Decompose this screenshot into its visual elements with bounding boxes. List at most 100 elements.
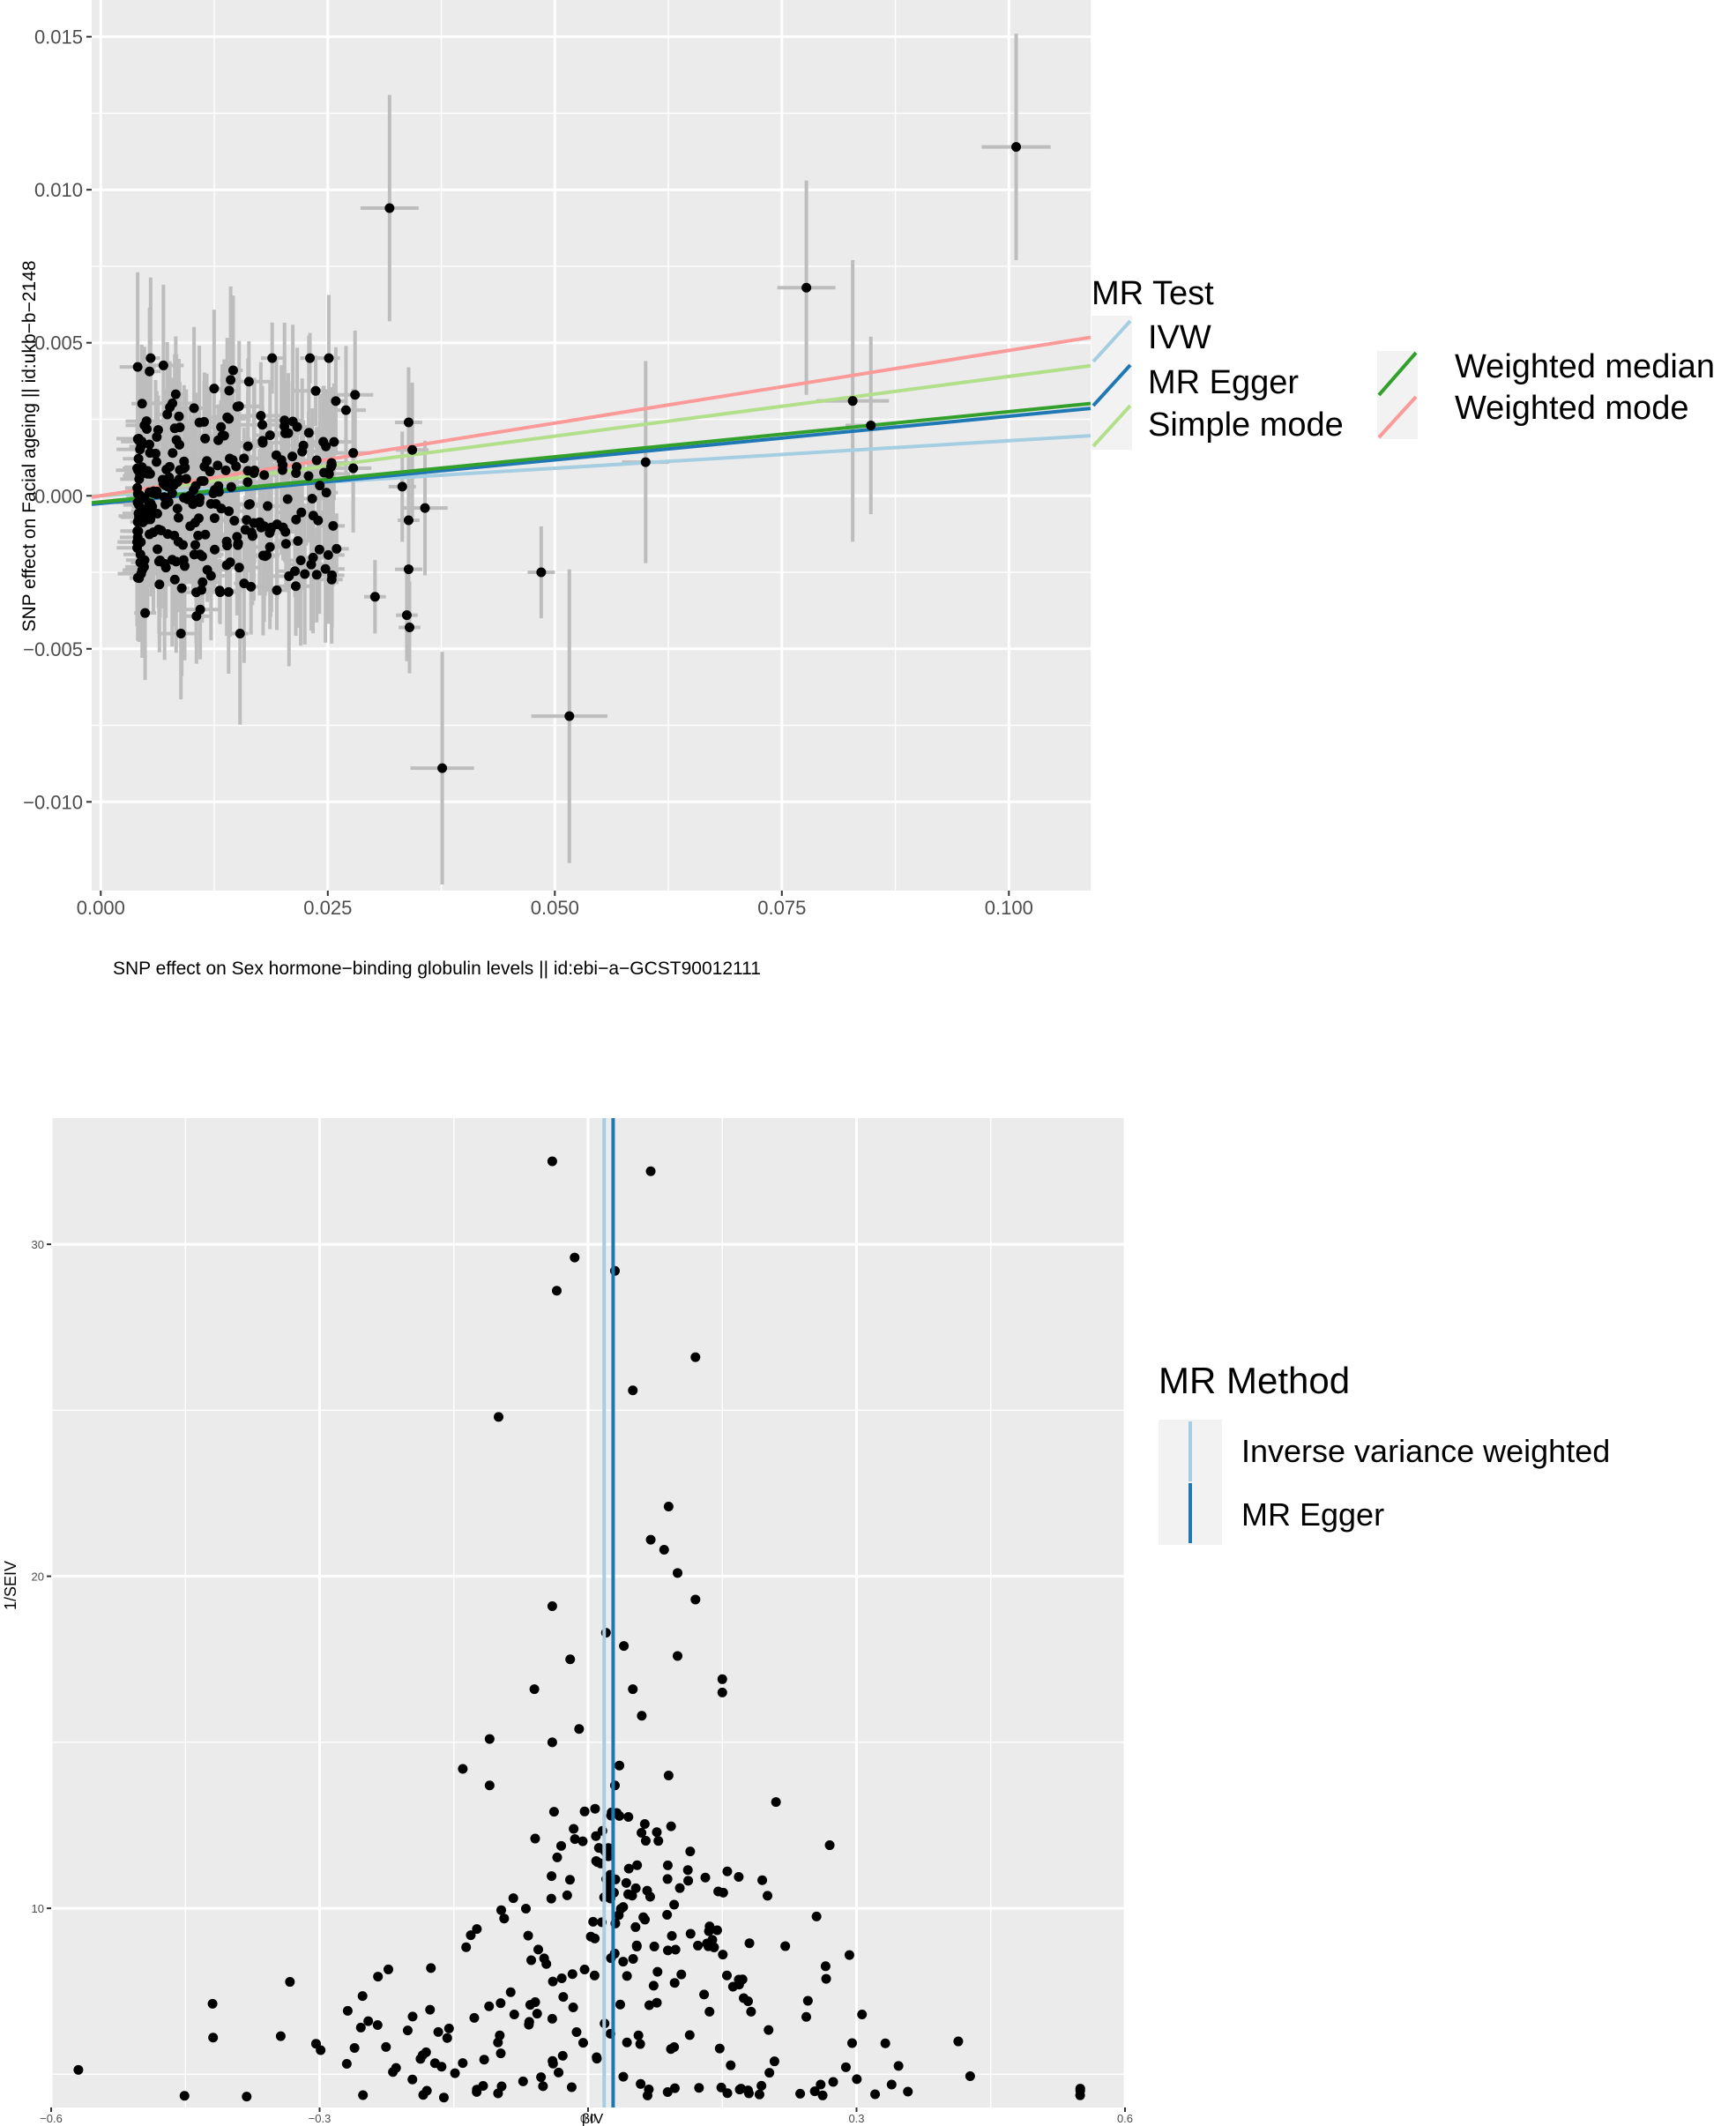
- data-point: [450, 2068, 460, 2078]
- data-point: [197, 577, 208, 587]
- data-point: [886, 2079, 897, 2090]
- data-point: [178, 463, 189, 474]
- data-point: [229, 515, 240, 526]
- data-point: [291, 462, 302, 473]
- data-point: [722, 1866, 733, 1876]
- data-point: [754, 2089, 764, 2100]
- data-point: [648, 1981, 659, 1991]
- data-point: [311, 455, 322, 466]
- data-point: [564, 1875, 575, 1885]
- data-point: [257, 420, 268, 430]
- data-point: [699, 1989, 710, 2000]
- data-point: [193, 513, 204, 524]
- x-tick-label: −0.3: [309, 2112, 332, 2125]
- x-tick-label: 0.050: [531, 897, 579, 919]
- data-point: [303, 471, 314, 481]
- data-point: [176, 583, 187, 593]
- data-point: [524, 2019, 534, 2030]
- data-point: [769, 2056, 779, 2067]
- data-point: [145, 353, 156, 363]
- data-point: [496, 2081, 507, 2092]
- data-points: [73, 1156, 1085, 2103]
- data-point: [190, 481, 201, 491]
- data-point: [746, 2006, 756, 2017]
- x-axis-label: βIV: [582, 2112, 604, 2126]
- data-point: [239, 453, 250, 464]
- data-point: [458, 1764, 468, 1774]
- data-point: [666, 1821, 676, 1831]
- data-point: [704, 1926, 714, 1936]
- data-point: [199, 461, 210, 472]
- data-point: [235, 628, 245, 638]
- data-point: [953, 2036, 964, 2047]
- data-point: [205, 571, 216, 581]
- data-point: [222, 412, 233, 422]
- data-points: [132, 142, 1022, 773]
- data-point: [682, 1865, 693, 1876]
- data-point: [242, 2092, 252, 2102]
- x-tick-label: 0.000: [77, 897, 125, 919]
- data-point: [315, 481, 325, 491]
- data-point: [526, 1955, 537, 1966]
- data-point: [174, 439, 184, 450]
- data-point: [306, 559, 317, 570]
- data-point: [844, 1950, 854, 1960]
- data-point: [329, 436, 339, 447]
- data-point: [614, 1910, 624, 1921]
- data-point: [426, 1963, 436, 1973]
- data-point: [579, 1806, 590, 1816]
- data-point: [637, 1827, 647, 1838]
- y-axis-label: SNP effect on Facial ageing || id:ukb−b−…: [19, 260, 40, 631]
- data-point: [323, 549, 333, 560]
- data-point: [341, 2059, 352, 2070]
- legend-label-egger: MR Egger: [1241, 1496, 1384, 1533]
- data-point: [242, 441, 253, 451]
- data-point: [164, 472, 175, 482]
- data-point: [556, 1973, 567, 1983]
- data-point: [673, 1568, 682, 1578]
- data-point: [669, 2083, 680, 2093]
- data-point: [636, 2078, 646, 2089]
- data-point: [328, 520, 339, 531]
- data-point: [135, 490, 145, 501]
- data-point: [167, 555, 177, 565]
- data-point: [193, 530, 204, 541]
- data-point: [795, 2088, 806, 2099]
- data-point: [264, 541, 275, 552]
- data-point: [495, 1998, 506, 2009]
- data-point: [547, 1156, 557, 1167]
- data-point: [139, 420, 150, 430]
- data-point: [227, 365, 238, 376]
- data-point: [771, 1797, 781, 1808]
- data-point: [764, 2068, 775, 2078]
- data-point: [215, 587, 226, 598]
- data-point: [420, 503, 430, 513]
- data-point: [173, 512, 183, 523]
- data-point: [415, 2054, 426, 2064]
- data-point: [135, 511, 145, 521]
- data-point: [532, 2009, 542, 2019]
- data-point: [233, 540, 243, 550]
- data-point: [588, 1916, 599, 1927]
- data-point: [635, 2039, 645, 2049]
- data-point: [622, 1971, 632, 1981]
- legend-label-weighted-mode: Weighted mode: [1455, 390, 1688, 427]
- data-point: [305, 353, 316, 363]
- data-point: [443, 2023, 454, 2033]
- data-point: [1075, 2090, 1085, 2100]
- data-point: [135, 557, 145, 568]
- data-point: [137, 462, 147, 473]
- data-point: [397, 481, 407, 492]
- data-point: [200, 529, 211, 540]
- data-point: [437, 763, 448, 773]
- data-point: [191, 587, 202, 598]
- data-point: [381, 2041, 391, 2052]
- data-point: [224, 385, 235, 396]
- data-point: [170, 389, 181, 399]
- data-point: [264, 430, 275, 441]
- data-point: [523, 1930, 533, 1941]
- data-point: [155, 555, 166, 565]
- x-tick-label: 0.075: [757, 897, 806, 919]
- data-point: [145, 529, 155, 540]
